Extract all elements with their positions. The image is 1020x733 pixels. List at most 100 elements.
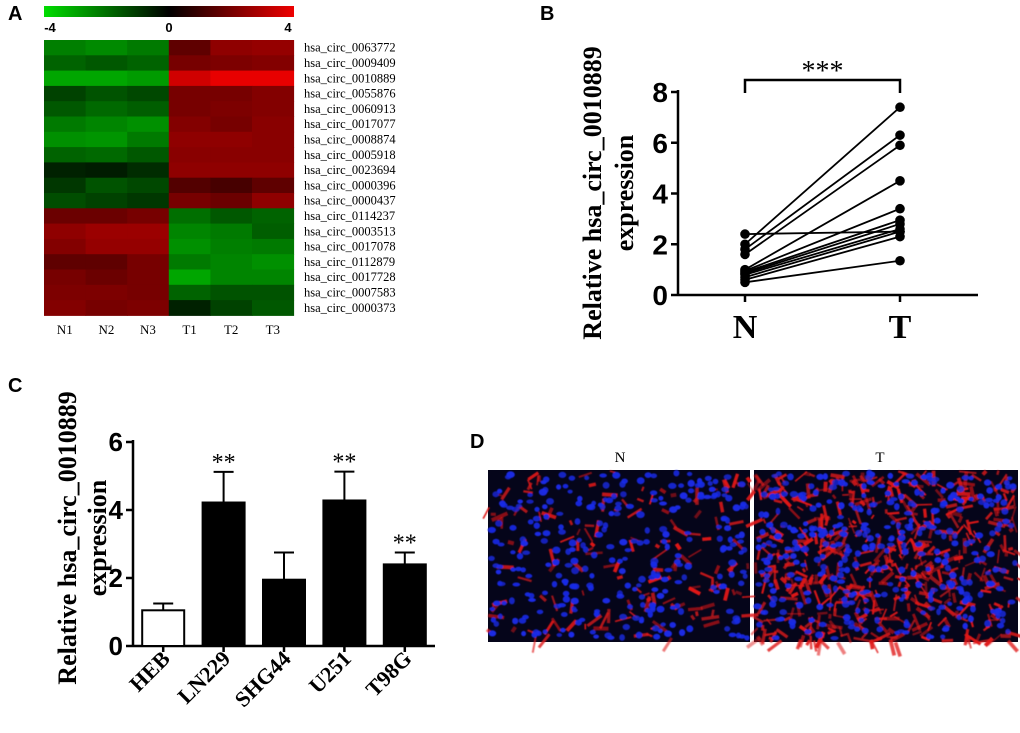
- nucleus: [884, 490, 891, 497]
- stain-streak: [853, 556, 858, 563]
- stain-streak: [710, 609, 715, 617]
- nucleus: [558, 471, 567, 478]
- nucleus: [826, 603, 834, 608]
- stain-streak: [507, 539, 515, 546]
- nucleus: [934, 529, 943, 535]
- nucleus: [769, 600, 777, 608]
- nucleus: [855, 607, 861, 614]
- stain-streak: [828, 619, 838, 630]
- nucleus: [710, 584, 717, 591]
- pair-line: [744, 106, 901, 245]
- nucleus: [901, 542, 907, 550]
- nucleus: [644, 527, 650, 534]
- colorbar-tick-label: -4: [44, 20, 56, 35]
- nucleus: [531, 632, 538, 638]
- row-label: hsa_circ_0114237: [304, 209, 395, 223]
- nucleus: [688, 488, 695, 494]
- stain-streak: [650, 592, 657, 605]
- nucleus: [497, 613, 503, 620]
- stain-streak: [769, 512, 780, 524]
- nucleus: [800, 546, 806, 552]
- nucleus: [497, 542, 505, 547]
- nucleus: [815, 502, 822, 508]
- bar: [382, 563, 427, 648]
- nucleus: [640, 602, 646, 608]
- nucleus: [907, 500, 915, 507]
- heatmap-cell: [168, 284, 211, 301]
- nucleus: [659, 501, 667, 506]
- heatmap-cell: [44, 55, 87, 72]
- heatmap-cell: [44, 177, 87, 194]
- nucleus: [910, 570, 917, 577]
- nucleus: [845, 548, 853, 554]
- heatmap-cell: [168, 269, 211, 286]
- pair-line: [744, 259, 901, 284]
- stain-streak: [958, 549, 961, 564]
- nucleus: [985, 497, 993, 503]
- nucleus: [780, 491, 788, 497]
- nucleus: [770, 595, 778, 603]
- nucleus: [821, 528, 827, 534]
- heatmap-cell: [127, 300, 170, 316]
- nucleus: [1000, 499, 1008, 506]
- stain-streak: [870, 514, 875, 520]
- nucleus: [728, 559, 737, 567]
- data-point-t: [895, 102, 905, 113]
- stain-streak: [537, 633, 551, 649]
- stain-streak: [831, 494, 837, 500]
- stain-streak: [946, 554, 960, 564]
- nucleus: [831, 479, 841, 486]
- nucleus: [753, 603, 762, 610]
- stain-streak: [948, 512, 960, 529]
- stain-streak: [889, 632, 906, 643]
- data-point-t: [895, 140, 905, 151]
- pair-line: [744, 180, 901, 271]
- heatmap-cell: [168, 162, 211, 179]
- heatmap-cell: [252, 85, 295, 102]
- nucleus: [940, 634, 946, 640]
- nucleus: [948, 494, 956, 499]
- stain-streak: [974, 633, 982, 644]
- stain-streak: [636, 497, 645, 503]
- nucleus: [854, 550, 862, 557]
- nucleus: [636, 540, 644, 546]
- heatmap-cell: [127, 208, 170, 225]
- nucleus: [606, 544, 615, 550]
- nucleus: [772, 486, 780, 491]
- row-label: hsa_circ_0000373: [304, 301, 396, 315]
- heatmap-cell: [210, 284, 253, 301]
- heatmap-cell: [168, 70, 211, 87]
- nucleus: [863, 527, 871, 534]
- nucleus: [660, 622, 666, 627]
- nucleus: [490, 617, 497, 623]
- nucleus: [841, 526, 848, 531]
- nucleus: [552, 559, 560, 566]
- nucleus: [914, 488, 920, 496]
- nucleus: [602, 522, 609, 529]
- nucleus: [874, 593, 882, 598]
- nucleus: [737, 539, 745, 544]
- nucleus: [819, 553, 826, 559]
- heatmap-cell: [44, 208, 87, 225]
- nucleus: [797, 533, 806, 539]
- stain-streak: [824, 565, 832, 580]
- micrograph-tumor: [741, 469, 1020, 658]
- nucleus: [636, 511, 645, 519]
- heatmap-column-labels: N1 N2 N3 T1 T2 T3: [57, 322, 280, 337]
- nucleus: [790, 553, 797, 559]
- nucleus: [648, 574, 656, 580]
- nucleus: [995, 484, 1001, 490]
- nucleus: [546, 498, 554, 505]
- nucleus: [822, 473, 829, 480]
- stain-streak: [987, 633, 1003, 647]
- stain-streak: [523, 490, 534, 494]
- stain-streak: [948, 591, 951, 597]
- nucleus: [512, 582, 521, 587]
- nucleus: [660, 576, 669, 583]
- heatmap-cell: [127, 254, 170, 270]
- heatmap-cell: [168, 300, 211, 316]
- nucleus: [493, 600, 501, 606]
- heatmap-cell: [44, 238, 87, 255]
- nucleus: [574, 518, 581, 525]
- stain-streak: [616, 575, 624, 580]
